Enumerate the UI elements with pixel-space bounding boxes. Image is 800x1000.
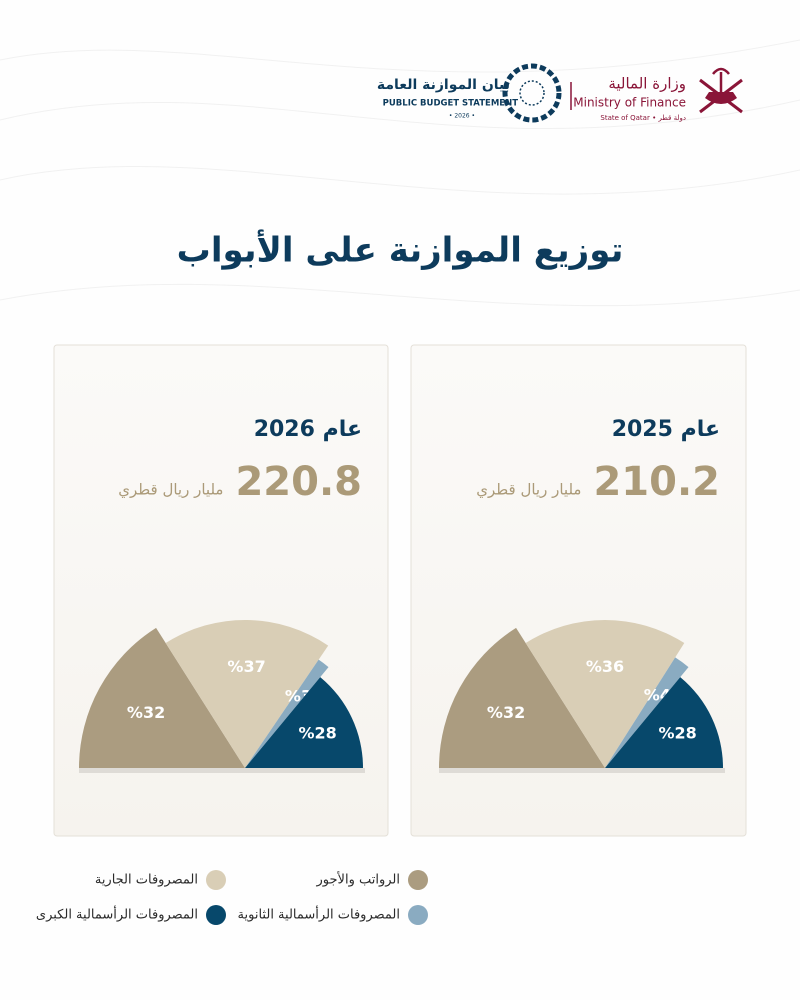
legend-swatch bbox=[206, 870, 226, 890]
baseline bbox=[79, 768, 365, 773]
ministry-state: State of Qatar • دولة قطر bbox=[600, 114, 686, 122]
segment bbox=[605, 677, 723, 768]
ministry-ar: وزارة المالية bbox=[608, 75, 686, 93]
ministry-en: Ministry of Finance bbox=[573, 96, 686, 110]
total-value: 210.2 bbox=[593, 459, 720, 505]
total-unit: مليار ريال قطري bbox=[118, 481, 223, 500]
total-value: 220.8 bbox=[235, 459, 362, 505]
legend-swatch bbox=[408, 870, 428, 890]
legend-label: المصروفات الرأسمالية الثانوية bbox=[238, 906, 400, 923]
segment bbox=[525, 620, 685, 768]
page-title: توزيع الموازنة على الأبواب bbox=[177, 229, 624, 271]
budget-logo-ar: بيان الموازنة العامة bbox=[377, 77, 510, 93]
segment bbox=[245, 677, 363, 768]
baseline bbox=[439, 768, 725, 773]
year-label: عام 2025 bbox=[612, 417, 720, 442]
segment bbox=[165, 620, 329, 768]
legend-label: المصروفات الرأسمالية الكبرى bbox=[36, 906, 198, 923]
segment-label: %32 bbox=[487, 703, 525, 722]
legend-swatch bbox=[206, 905, 226, 925]
budget-logo-en: PUBLIC BUDGET STATEMENT bbox=[383, 99, 519, 109]
segment bbox=[245, 659, 329, 768]
segment-label: %37 bbox=[227, 657, 265, 676]
legend-swatch bbox=[408, 905, 428, 925]
segment-label: %28 bbox=[658, 723, 696, 742]
segment bbox=[439, 627, 605, 768]
segment-label: %28 bbox=[298, 723, 336, 742]
ministry-logo: وزارة المالية Ministry of Finance State … bbox=[573, 67, 743, 122]
legend-label: الرواتب والأجور bbox=[316, 871, 400, 888]
segment-label: %32 bbox=[127, 703, 165, 722]
budget-logo: بيان الموازنة العامة PUBLIC BUDGET STATE… bbox=[377, 63, 562, 123]
year-label: عام 2026 bbox=[254, 417, 362, 442]
segment-label: %36 bbox=[586, 657, 624, 676]
segment bbox=[79, 627, 245, 768]
budget-logo-year: • 2026 • bbox=[449, 113, 475, 120]
segment bbox=[605, 657, 689, 768]
total-unit: مليار ريال قطري bbox=[476, 481, 581, 500]
legend-label: المصروفات الجارية bbox=[95, 873, 198, 888]
background-waves bbox=[0, 39, 800, 307]
